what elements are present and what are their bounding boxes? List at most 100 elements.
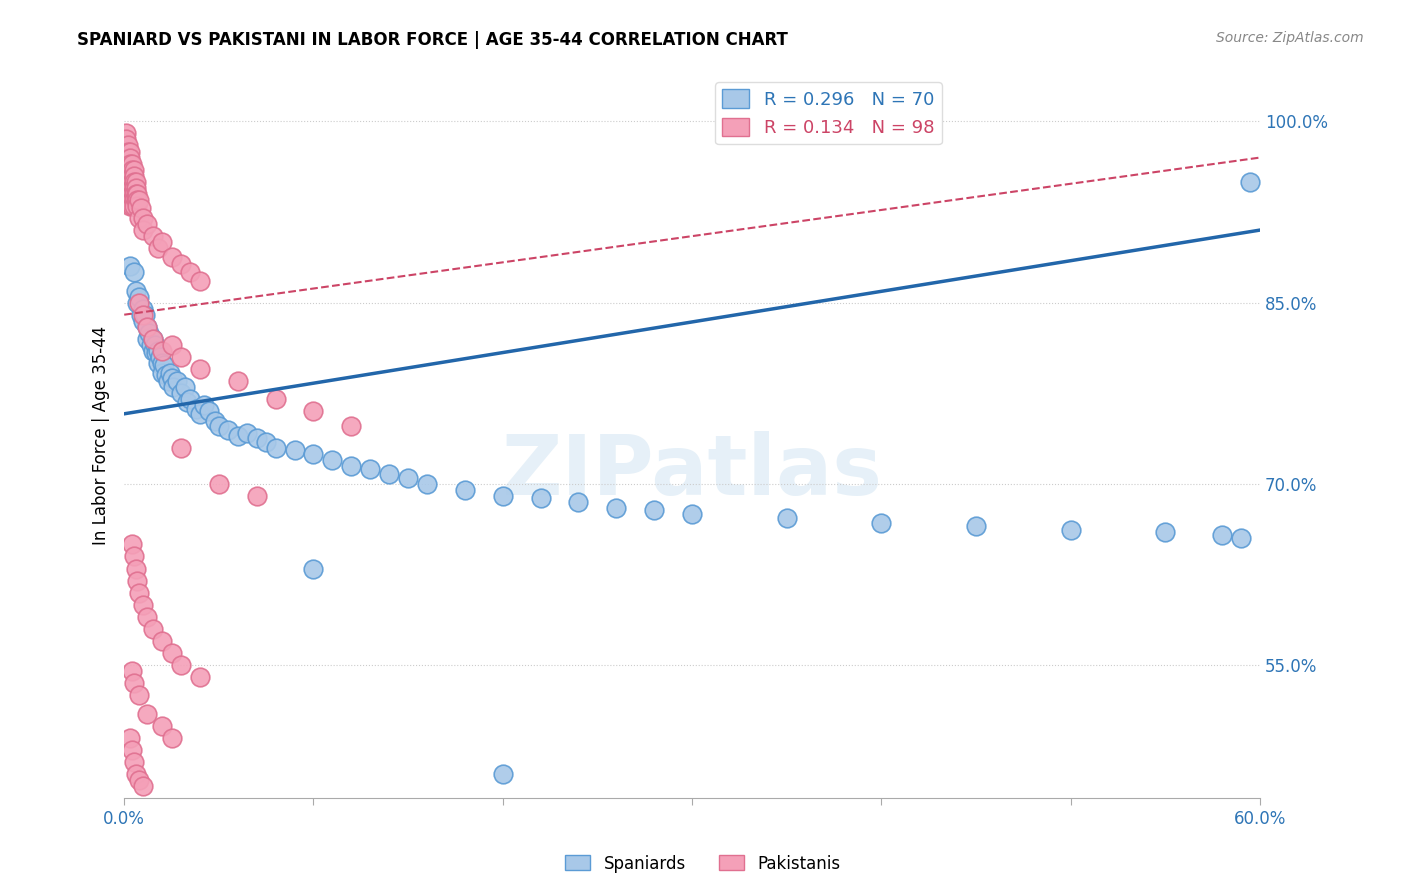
Point bbox=[115, 127, 138, 141]
Point bbox=[139, 338, 162, 352]
Point bbox=[198, 404, 221, 418]
Point bbox=[246, 489, 269, 503]
Point bbox=[124, 561, 146, 575]
Point bbox=[127, 574, 149, 588]
Point bbox=[118, 181, 141, 195]
Point bbox=[142, 332, 165, 346]
Point bbox=[128, 193, 150, 207]
Point bbox=[188, 362, 211, 376]
Point bbox=[132, 598, 155, 612]
Point bbox=[124, 186, 146, 201]
Point bbox=[160, 370, 183, 384]
Point bbox=[160, 646, 183, 660]
Point bbox=[159, 366, 181, 380]
Point bbox=[150, 356, 173, 370]
Point bbox=[143, 338, 166, 352]
Point bbox=[142, 343, 165, 358]
Point bbox=[170, 386, 193, 401]
Point bbox=[142, 229, 165, 244]
Point bbox=[138, 326, 160, 340]
Point bbox=[149, 350, 172, 364]
Point bbox=[132, 779, 155, 793]
Point bbox=[127, 295, 149, 310]
Point bbox=[530, 491, 553, 506]
Point bbox=[186, 401, 208, 416]
Point bbox=[179, 392, 201, 407]
Point bbox=[118, 169, 141, 183]
Point bbox=[124, 767, 146, 781]
Point bbox=[264, 441, 287, 455]
Point bbox=[396, 471, 419, 485]
Point bbox=[142, 332, 165, 346]
Point bbox=[148, 241, 170, 255]
Point bbox=[302, 404, 325, 418]
Point bbox=[340, 458, 363, 473]
Point bbox=[136, 610, 159, 624]
Point bbox=[965, 519, 987, 533]
Point bbox=[128, 689, 150, 703]
Point bbox=[150, 235, 173, 250]
Point bbox=[681, 507, 703, 521]
Point bbox=[170, 350, 193, 364]
Point bbox=[121, 175, 143, 189]
Point bbox=[150, 366, 173, 380]
Point bbox=[492, 767, 515, 781]
Point bbox=[117, 145, 139, 159]
Point bbox=[416, 476, 439, 491]
Point bbox=[176, 394, 198, 409]
Point bbox=[217, 423, 239, 437]
Point bbox=[122, 193, 145, 207]
Point bbox=[208, 476, 231, 491]
Point bbox=[122, 181, 145, 195]
Point bbox=[136, 217, 159, 231]
Point bbox=[132, 314, 155, 328]
Point bbox=[118, 175, 141, 189]
Point bbox=[136, 332, 159, 346]
Legend: R = 0.296   N = 70, R = 0.134   N = 98: R = 0.296 N = 70, R = 0.134 N = 98 bbox=[716, 82, 942, 145]
Point bbox=[121, 665, 143, 679]
Point bbox=[124, 181, 146, 195]
Point bbox=[156, 374, 179, 388]
Point bbox=[124, 175, 146, 189]
Point bbox=[128, 295, 150, 310]
Point bbox=[246, 431, 269, 445]
Legend: Spaniards, Pakistanis: Spaniards, Pakistanis bbox=[558, 848, 848, 880]
Point bbox=[121, 181, 143, 195]
Point bbox=[359, 462, 381, 476]
Point bbox=[208, 418, 231, 433]
Point bbox=[179, 265, 201, 279]
Point bbox=[148, 343, 170, 358]
Point bbox=[160, 338, 183, 352]
Point bbox=[118, 193, 141, 207]
Point bbox=[121, 193, 143, 207]
Text: SPANIARD VS PAKISTANI IN LABOR FORCE | AGE 35-44 CORRELATION CHART: SPANIARD VS PAKISTANI IN LABOR FORCE | A… bbox=[77, 31, 789, 49]
Point bbox=[204, 414, 226, 428]
Point bbox=[124, 193, 146, 207]
Point bbox=[112, 138, 135, 153]
Point bbox=[132, 211, 155, 225]
Point bbox=[142, 622, 165, 636]
Point bbox=[132, 301, 155, 316]
Point bbox=[150, 634, 173, 648]
Point bbox=[340, 418, 363, 433]
Point bbox=[302, 561, 325, 575]
Point bbox=[122, 186, 145, 201]
Point bbox=[302, 447, 325, 461]
Point bbox=[132, 223, 155, 237]
Point bbox=[170, 658, 193, 673]
Point bbox=[115, 162, 138, 177]
Point bbox=[162, 380, 184, 394]
Text: ZIPatlas: ZIPatlas bbox=[502, 432, 883, 512]
Y-axis label: In Labor Force | Age 35-44: In Labor Force | Age 35-44 bbox=[93, 326, 110, 545]
Point bbox=[122, 169, 145, 183]
Point bbox=[188, 407, 211, 421]
Point bbox=[121, 162, 143, 177]
Point bbox=[115, 145, 138, 159]
Point bbox=[122, 549, 145, 564]
Point bbox=[121, 169, 143, 183]
Point bbox=[127, 199, 149, 213]
Point bbox=[117, 175, 139, 189]
Point bbox=[188, 670, 211, 684]
Point bbox=[643, 503, 665, 517]
Point bbox=[1059, 523, 1081, 537]
